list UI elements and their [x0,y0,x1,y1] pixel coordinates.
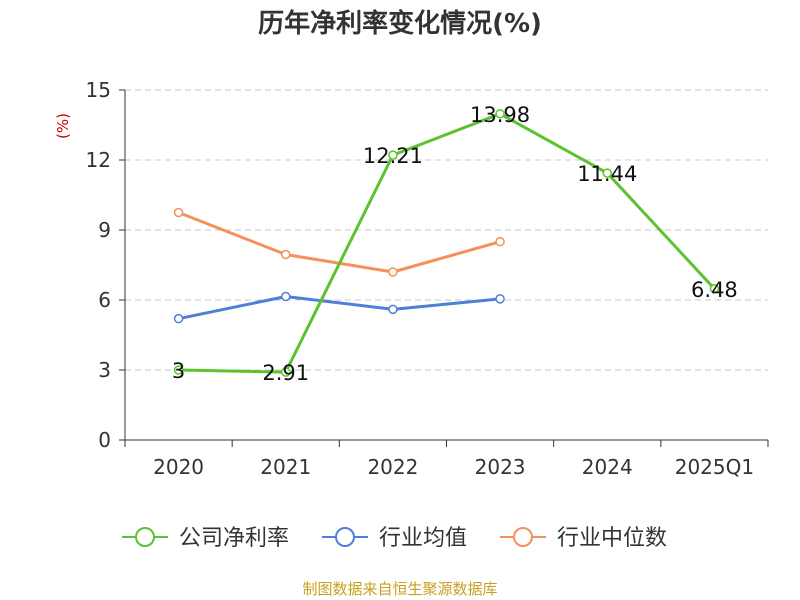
y-tick-label: 15 [86,78,111,102]
data-point [709,284,720,294]
legend-marker [335,527,355,547]
legend-item: 行业中位数 [500,526,667,551]
data-point [495,236,505,247]
y-axis-label: (%) [54,113,72,139]
data-point [281,291,291,302]
axes: 0 3 6 9 12 15 2020 2021 2022 2023 2024 2025Q1 [86,78,769,479]
data-label: 3 [172,359,185,383]
data-labels: 3 2.91 12.21 13.98 11.44 6.48 [172,103,738,385]
data-point [388,150,398,160]
series-line-0 [178,112,716,374]
y-tick-label: 0 [98,428,111,452]
data-point [495,109,505,119]
legend: 公司净利率 行业均值 行业中位数 [122,526,667,551]
x-tick-label: 2022 [367,455,418,479]
legend-marker [513,527,533,547]
x-tick-label: 2020 [153,455,204,479]
data-point [173,207,184,218]
data-point [602,168,612,178]
y-tick-label: 6 [98,288,111,312]
data-point [281,367,291,377]
footer-source: 制图数据来自恒生聚源数据库 [302,580,497,598]
x-tick-label: 2023 [475,455,526,479]
legend-item: 公司净利率 [122,526,289,551]
x-tick-label: 2021 [260,455,311,479]
data-label: 2.91 [262,361,309,385]
data-point [281,249,291,260]
data-point [173,365,184,375]
legend-item: 行业均值 [322,526,467,551]
series-line-1 [178,295,501,321]
data-label: 6.48 [691,278,738,302]
series [173,109,720,377]
data-point [495,294,505,304]
chart-title: 历年净利率变化情况(%) [258,8,542,39]
legend-label: 公司净利率 [179,526,289,551]
data-point [173,313,184,324]
y-tick-label: 3 [98,358,111,382]
legend-label: 行业中位数 [557,526,667,551]
legend-label: 行业均值 [379,526,467,551]
data-label: 12.21 [363,144,423,168]
data-point [388,267,398,277]
x-tick-label: 2024 [582,455,633,479]
x-tick-label: 2025Q1 [675,455,754,479]
data-label: 11.44 [577,162,637,186]
legend-marker [135,527,155,547]
data-point [388,304,398,315]
data-label: 13.98 [470,103,530,127]
y-tick-label: 12 [86,148,111,172]
y-tick-label: 9 [98,218,111,242]
